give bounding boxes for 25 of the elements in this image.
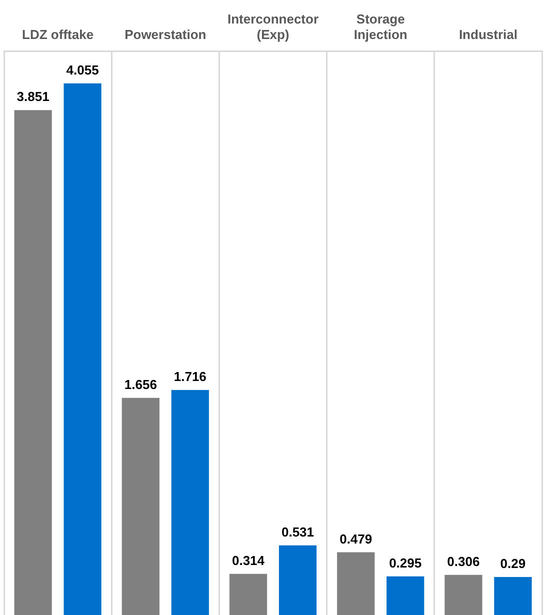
data-label: 3.851 [16, 89, 50, 104]
bar [494, 576, 532, 615]
data-label: 0.531 [281, 524, 314, 540]
data-label: 0.314 [232, 552, 266, 568]
x-tick-label: LDZ offtake [22, 26, 94, 42]
data-label: 0.479 [340, 531, 372, 546]
bar [122, 398, 160, 615]
bar [337, 552, 375, 615]
bar [64, 83, 102, 615]
data-label: 1.716 [174, 369, 206, 384]
bar [14, 110, 52, 615]
data-label: 0.295 [389, 555, 422, 570]
data-label: 1.656 [124, 376, 157, 392]
data-label: 4.055 [66, 62, 99, 78]
bar [386, 576, 424, 615]
data-label: 0.29 [500, 556, 526, 572]
data-label: 0.306 [447, 554, 480, 569]
x-tick-label: Interconnector (Exp) [227, 11, 319, 42]
bar [444, 574, 482, 615]
bar [171, 390, 209, 615]
x-tick-label: Industrial [458, 26, 518, 42]
x-tick-label: Powerstation [124, 26, 206, 42]
x-tick-label: Storage Injection [354, 11, 408, 42]
bar [278, 545, 317, 615]
bar [229, 574, 268, 615]
